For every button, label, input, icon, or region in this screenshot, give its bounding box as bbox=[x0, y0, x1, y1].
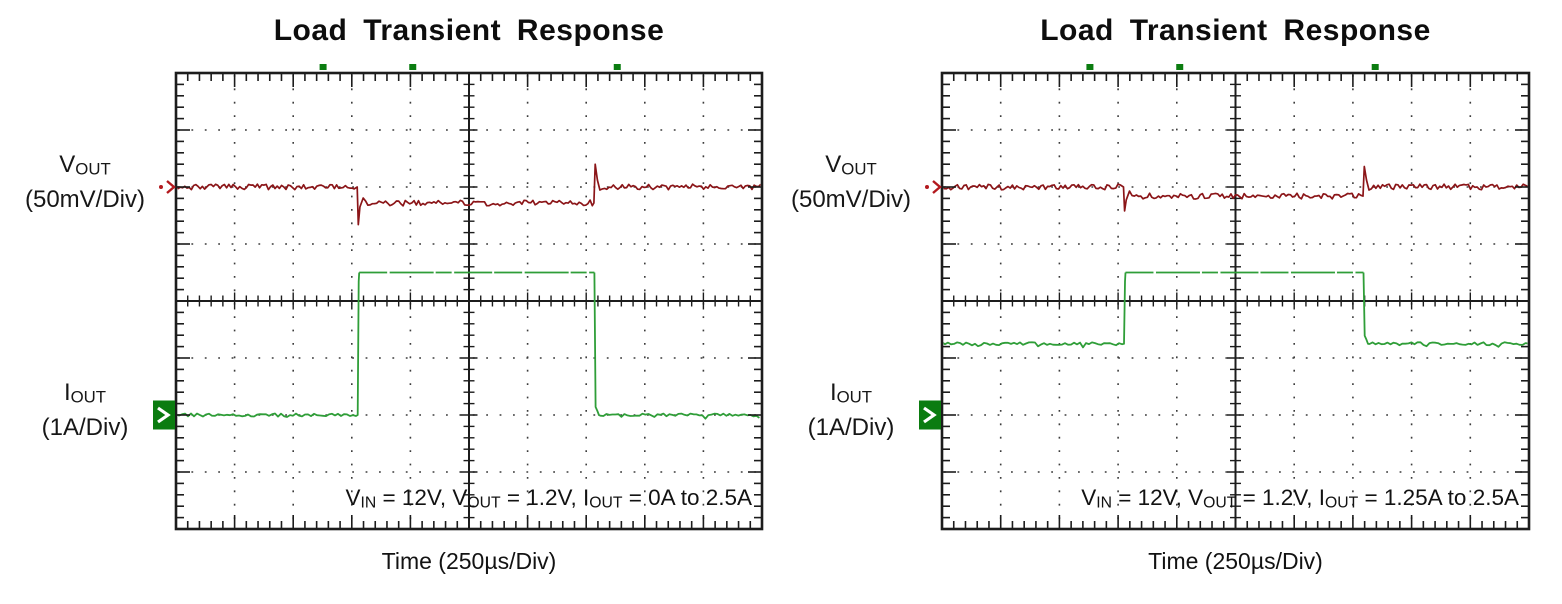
annotation-text: = 12V, V bbox=[376, 485, 468, 510]
vout-reference-marker-icon bbox=[159, 180, 176, 194]
iout-trace-fall bbox=[1362, 272, 1528, 348]
annotation-subscript: IN bbox=[1096, 494, 1112, 512]
annotation-text: V bbox=[1081, 485, 1097, 510]
vout-trace bbox=[177, 163, 761, 226]
trigger-mark-icon bbox=[1371, 64, 1379, 70]
trigger-marks bbox=[319, 64, 621, 70]
iout-channel-label-left: IOUT (1A/Div) bbox=[10, 378, 160, 443]
grid-dotted-lines bbox=[178, 75, 760, 527]
annotation-subscript: IN bbox=[360, 494, 377, 512]
annotation-subscript: OUT bbox=[1324, 494, 1359, 512]
annotation-text: = 12V, V bbox=[1111, 485, 1204, 510]
iout-label-scale: (1A/Div) bbox=[807, 413, 895, 441]
grid-dotted-lines bbox=[944, 75, 1527, 527]
vout-label-name: VOUT bbox=[825, 151, 877, 179]
conditions-annotation-right: VIN = 12V, VOUT = 1.2V, IOUT = 1.25A to … bbox=[942, 484, 1519, 518]
iout-trace-rise bbox=[943, 272, 1127, 349]
trigger-mark-icon bbox=[319, 64, 327, 70]
annotation-subscript: OUT bbox=[1203, 494, 1237, 512]
iout-label-name: IOUT bbox=[829, 379, 873, 407]
oscilloscope-grid-left bbox=[153, 64, 764, 531]
iout-reference-marker-icon bbox=[153, 400, 175, 430]
iout-trace-fall bbox=[593, 272, 760, 420]
vout-label-scale: (50mV/Div) bbox=[790, 185, 911, 213]
trigger-marks bbox=[1086, 64, 1379, 70]
border-ticks bbox=[177, 74, 761, 528]
scope-left-title: Load Transient Response bbox=[273, 14, 665, 47]
border-ticks bbox=[943, 74, 1528, 528]
annotation-text: V bbox=[345, 485, 361, 510]
vout-label-name: VOUT bbox=[59, 151, 111, 179]
vout-trace bbox=[943, 165, 1528, 212]
grid-border bbox=[174, 71, 764, 531]
trigger-mark-icon bbox=[1086, 64, 1094, 70]
vout-label-scale: (50mV/Div) bbox=[24, 185, 145, 213]
grid-border bbox=[940, 71, 1531, 531]
vout-channel-label-right: VOUT (50mV/Div) bbox=[776, 150, 926, 215]
scope-right-title: Load Transient Response bbox=[1040, 14, 1431, 47]
oscilloscope-grid-right bbox=[919, 64, 1531, 531]
annotation-text: = 1.2V, I bbox=[500, 485, 590, 510]
annotation-text: = 1.2V, I bbox=[1236, 485, 1325, 510]
iout-label-scale: (1A/Div) bbox=[41, 413, 129, 441]
time-axis-label-right: Time (250µs/Div) bbox=[1148, 548, 1323, 574]
annotation-subscript: OUT bbox=[467, 494, 501, 512]
vout-reference-marker-icon bbox=[925, 180, 942, 194]
trigger-mark-icon bbox=[613, 64, 621, 70]
annotation-text: = 0A to 2.5A bbox=[622, 485, 752, 510]
trigger-mark-icon bbox=[409, 64, 417, 70]
center-crosshair bbox=[942, 73, 1529, 529]
center-crosshair bbox=[176, 73, 762, 529]
conditions-annotation-left: VIN = 12V, VOUT = 1.2V, IOUT = 0A to 2.5… bbox=[176, 484, 753, 518]
trigger-mark-icon bbox=[1176, 64, 1184, 70]
iout-reference-marker-icon bbox=[919, 400, 941, 430]
iout-channel-label-right: IOUT (1A/Div) bbox=[776, 378, 926, 443]
iout-trace-rise bbox=[177, 272, 361, 418]
annotation-text: = 1.25A to 2.5A bbox=[1358, 485, 1519, 510]
iout-label-name: IOUT bbox=[63, 379, 107, 407]
annotation-subscript: OUT bbox=[589, 494, 623, 512]
vout-channel-label-left: VOUT (50mV/Div) bbox=[10, 150, 160, 215]
time-axis-label-left: Time (250µs/Div) bbox=[381, 548, 557, 574]
